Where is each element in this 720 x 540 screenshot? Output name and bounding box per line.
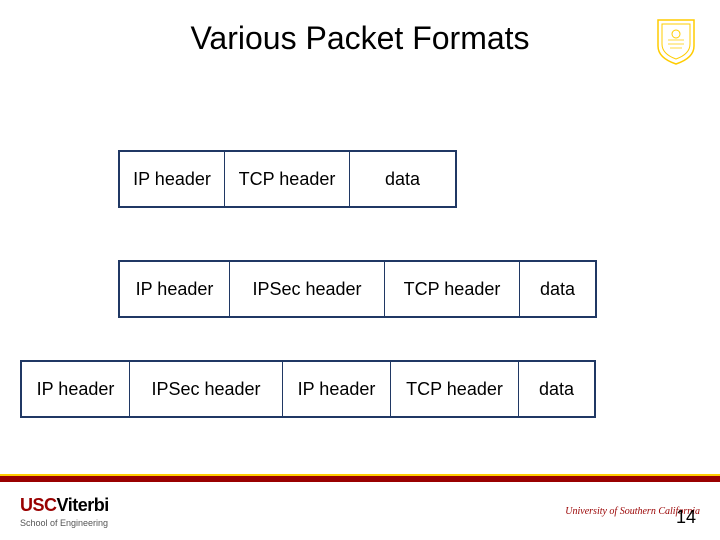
packet-row-2: IP headerIPSec headerTCP headerdata [118,260,597,318]
packet-segment: IPSec header [130,362,283,416]
packet-segment: IP header [22,362,130,416]
packet-segment: TCP header [391,362,519,416]
packet-segment: IP header [283,362,391,416]
packet-segment: data [350,152,455,206]
viterbi-logo: USCViterbi School of Engineering [20,495,109,528]
slide-title: Various Packet Formats [0,0,720,67]
footer: USCViterbi School of Engineering Univers… [0,482,720,540]
packet-segment: IP header [120,152,225,206]
packet-segment: data [520,262,595,316]
packet-segment: IP header [120,262,230,316]
packet-row-1: IP headerTCP headerdata [118,150,457,208]
packet-segment: TCP header [225,152,350,206]
packet-segment: IPSec header [230,262,385,316]
viterbi-subtitle: School of Engineering [20,518,108,528]
packet-row-3: IP headerIPSec headerIP headerTCP header… [20,360,596,418]
packet-segment: data [519,362,594,416]
viterbi-main-text: USCViterbi [20,495,109,516]
usc-shield-logo [654,18,698,66]
viterbi-usc: USC [20,495,57,515]
page-number: 14 [676,507,696,528]
viterbi-name: Viterbi [57,495,109,515]
packet-segment: TCP header [385,262,520,316]
